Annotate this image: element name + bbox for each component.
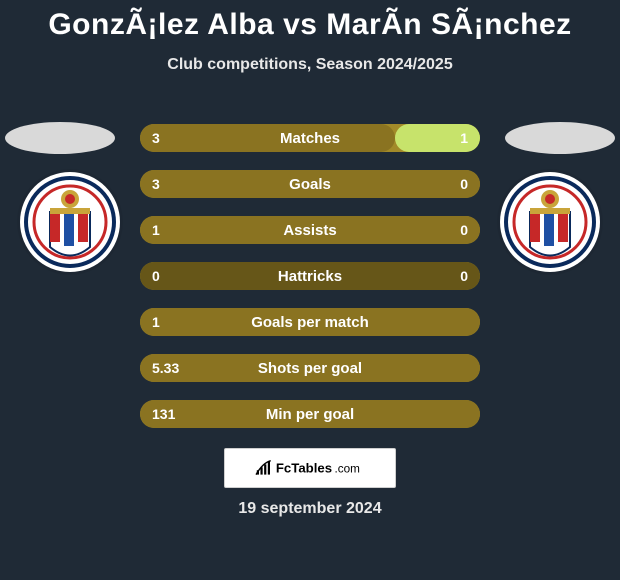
- stat-row: 1 0Assists: [140, 216, 480, 244]
- stat-value-right: 0: [460, 216, 468, 244]
- stat-label: Shots per goal: [140, 354, 480, 382]
- stat-label: Assists: [140, 216, 480, 244]
- team-crest-left: [20, 172, 120, 272]
- stat-row: 3 1Matches: [140, 124, 480, 152]
- stat-value-right: 1: [460, 124, 468, 152]
- stat-value-left: 131: [152, 400, 175, 428]
- stat-label: Goals per match: [140, 308, 480, 336]
- stats-list: 31Matches30Goals10Assists00Hattricks1Goa…: [140, 124, 480, 446]
- stat-row: 5.33Shots per goal: [140, 354, 480, 382]
- stat-value-left: 1: [152, 216, 160, 244]
- team-ellipse-left: [5, 122, 115, 154]
- svg-text:.com: .com: [334, 462, 359, 475]
- stat-value-left: 5.33: [152, 354, 179, 382]
- stat-label: Goals: [140, 170, 480, 198]
- team-crest-right: [500, 172, 600, 272]
- stat-value-right: 0: [460, 262, 468, 290]
- stat-row: 0 0Hattricks: [140, 262, 480, 290]
- stat-row: 1Goals per match: [140, 308, 480, 336]
- stat-value-left: 3: [152, 170, 160, 198]
- crest-left-icon: [20, 172, 120, 272]
- stat-value-right: 0: [460, 170, 468, 198]
- page-title: GonzÃ¡lez Alba vs MarÃ­n SÃ¡nchez: [0, 0, 620, 42]
- stat-value-left: 3: [152, 124, 160, 152]
- team-ellipse-right: [505, 122, 615, 154]
- stat-label: Matches: [140, 124, 480, 152]
- stat-value-left: 1: [152, 308, 160, 336]
- fctables-logo-icon: FcTables .com: [248, 457, 373, 479]
- stat-row: 131Min per goal: [140, 400, 480, 428]
- svg-text:FcTables: FcTables: [276, 460, 332, 475]
- crest-right-icon: [500, 172, 600, 272]
- stat-row: 3 0Goals: [140, 170, 480, 198]
- stat-label: Min per goal: [140, 400, 480, 428]
- subtitle: Club competitions, Season 2024/2025: [0, 56, 620, 74]
- stat-label: Hattricks: [140, 262, 480, 290]
- brand-box: FcTables .com: [224, 448, 396, 488]
- date-text: 19 september 2024: [0, 500, 620, 518]
- infographic: GonzÃ¡lez Alba vs MarÃ­n SÃ¡nchez Club c…: [0, 0, 620, 580]
- stat-value-left: 0: [152, 262, 160, 290]
